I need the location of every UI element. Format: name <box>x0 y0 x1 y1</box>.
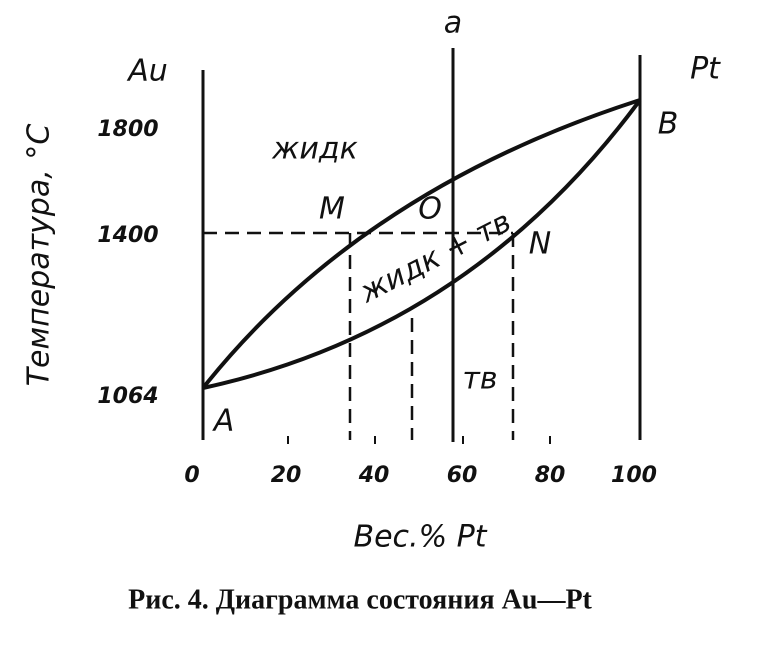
label: B <box>658 107 679 142</box>
x-tick-label: 20 <box>271 463 302 488</box>
y-axis-title: Температура, °С <box>22 124 57 387</box>
caption: Рис. 4. Диаграмма состояния Au—Pt <box>128 584 592 615</box>
x-tick-label: 100 <box>611 463 657 488</box>
x-tick-marks <box>287 436 551 444</box>
label: A <box>212 404 235 439</box>
guide-lines <box>203 231 515 440</box>
region-label: жидк <box>271 132 357 167</box>
label: M <box>319 192 345 227</box>
region-label: тв <box>462 362 497 397</box>
liquidus <box>201 98 641 390</box>
label: a <box>444 6 462 41</box>
x-tick-label: 40 <box>358 463 390 488</box>
solidus <box>202 98 642 390</box>
y-tick-label: 1800 <box>97 117 158 142</box>
y-tick-label: 1064 <box>97 384 158 409</box>
label: O <box>418 192 442 227</box>
label: Pt <box>690 52 721 87</box>
x-axis-title: Вес.% Pt <box>354 520 488 555</box>
x-tick-label: 80 <box>535 463 566 488</box>
label: N <box>529 227 551 262</box>
x-tick-label: 0 <box>184 463 199 488</box>
y-tick-label: 1400 <box>97 223 158 248</box>
label: Au <box>126 54 168 89</box>
x-tick-label: 60 <box>447 463 478 488</box>
